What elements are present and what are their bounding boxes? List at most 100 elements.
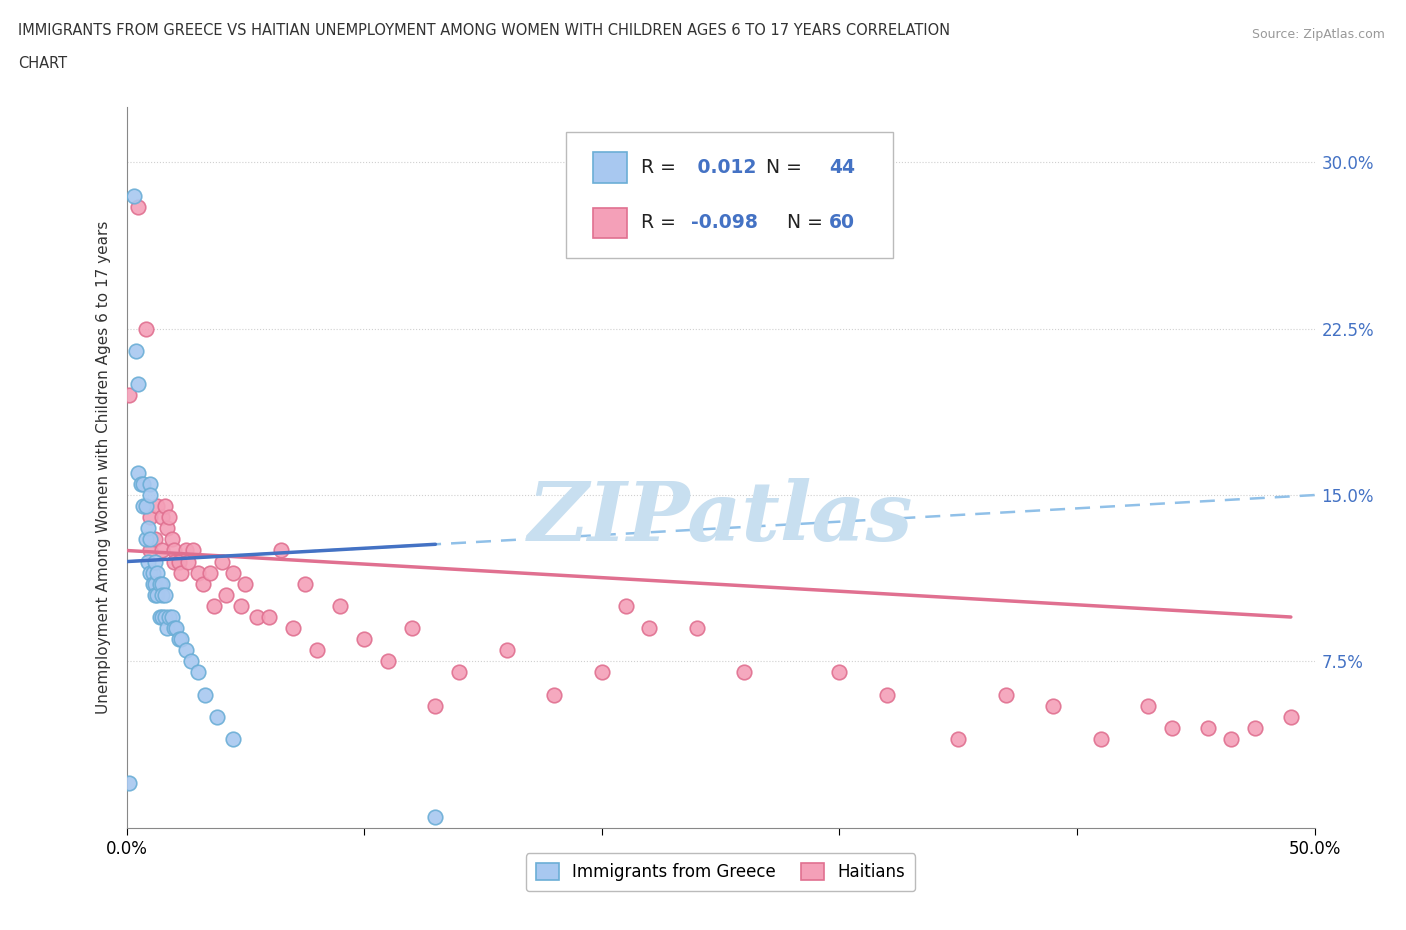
Point bbox=[205, 710, 228, 724]
Point bbox=[122, 188, 145, 203]
Point bbox=[157, 510, 180, 525]
Text: 0.012: 0.012 bbox=[690, 158, 756, 177]
Point bbox=[132, 498, 155, 513]
Point bbox=[1244, 721, 1267, 736]
Point bbox=[127, 465, 149, 480]
Point bbox=[165, 620, 187, 635]
Text: 44: 44 bbox=[828, 158, 855, 177]
Point bbox=[150, 609, 173, 624]
Point bbox=[329, 599, 352, 614]
Point bbox=[163, 554, 186, 569]
Point bbox=[198, 565, 221, 580]
Point bbox=[377, 654, 399, 669]
Point bbox=[150, 577, 173, 591]
Point bbox=[143, 577, 166, 591]
Text: ZIPatlas: ZIPatlas bbox=[527, 478, 914, 558]
Point bbox=[425, 809, 447, 824]
Point bbox=[246, 609, 269, 624]
Point bbox=[127, 199, 149, 214]
Point bbox=[143, 588, 166, 603]
Point bbox=[153, 498, 176, 513]
Point bbox=[174, 543, 197, 558]
Point bbox=[150, 510, 173, 525]
Point bbox=[135, 532, 157, 547]
Point bbox=[170, 631, 193, 646]
Point bbox=[118, 388, 141, 403]
Point bbox=[215, 588, 238, 603]
Point bbox=[1220, 732, 1243, 747]
Point bbox=[125, 343, 148, 358]
Point bbox=[129, 476, 152, 491]
Legend: Immigrants from Greece, Haitians: Immigrants from Greece, Haitians bbox=[526, 854, 915, 892]
Point bbox=[543, 687, 565, 702]
Point bbox=[136, 521, 159, 536]
Point bbox=[139, 532, 162, 547]
Point bbox=[181, 543, 204, 558]
Point bbox=[146, 498, 169, 513]
Point bbox=[828, 665, 851, 680]
Point bbox=[733, 665, 755, 680]
Point bbox=[167, 554, 190, 569]
Text: R =: R = bbox=[641, 158, 682, 177]
Point bbox=[177, 554, 200, 569]
Point bbox=[305, 643, 328, 658]
Text: R =: R = bbox=[641, 214, 682, 232]
Point bbox=[135, 321, 157, 336]
Point bbox=[139, 565, 162, 580]
Point bbox=[143, 554, 166, 569]
Text: 60: 60 bbox=[828, 214, 855, 232]
Text: Source: ZipAtlas.com: Source: ZipAtlas.com bbox=[1251, 28, 1385, 41]
Point bbox=[149, 609, 172, 624]
Point bbox=[1197, 721, 1219, 736]
Y-axis label: Unemployment Among Women with Children Ages 6 to 17 years: Unemployment Among Women with Children A… bbox=[96, 220, 111, 714]
Point bbox=[142, 577, 165, 591]
Point bbox=[142, 565, 165, 580]
Point bbox=[146, 565, 169, 580]
FancyBboxPatch shape bbox=[593, 153, 627, 182]
Point bbox=[281, 620, 304, 635]
Point bbox=[211, 554, 233, 569]
Point bbox=[139, 487, 162, 502]
Point bbox=[167, 631, 190, 646]
Point bbox=[157, 609, 180, 624]
Point bbox=[948, 732, 970, 747]
Point bbox=[150, 543, 173, 558]
Point bbox=[156, 620, 179, 635]
Point bbox=[149, 577, 172, 591]
Point bbox=[187, 565, 209, 580]
Point bbox=[233, 577, 257, 591]
Text: N =: N = bbox=[775, 214, 830, 232]
FancyBboxPatch shape bbox=[567, 132, 893, 259]
Point bbox=[118, 776, 141, 790]
Point bbox=[139, 510, 162, 525]
Point bbox=[163, 543, 186, 558]
Point bbox=[614, 599, 637, 614]
Point bbox=[1042, 698, 1064, 713]
Point bbox=[143, 532, 166, 547]
Point bbox=[686, 620, 709, 635]
Point bbox=[146, 588, 169, 603]
Point bbox=[270, 543, 292, 558]
Text: IMMIGRANTS FROM GREECE VS HAITIAN UNEMPLOYMENT AMONG WOMEN WITH CHILDREN AGES 6 : IMMIGRANTS FROM GREECE VS HAITIAN UNEMPL… bbox=[18, 23, 950, 38]
Point bbox=[294, 577, 316, 591]
Text: N =: N = bbox=[754, 158, 807, 177]
Point bbox=[495, 643, 517, 658]
Point bbox=[180, 654, 202, 669]
FancyBboxPatch shape bbox=[593, 208, 627, 238]
Point bbox=[204, 599, 226, 614]
Point bbox=[160, 609, 183, 624]
Text: -0.098: -0.098 bbox=[690, 214, 758, 232]
Point bbox=[1161, 721, 1184, 736]
Point bbox=[170, 565, 193, 580]
Point bbox=[191, 577, 214, 591]
Point bbox=[187, 665, 209, 680]
Point bbox=[257, 609, 280, 624]
Point bbox=[994, 687, 1017, 702]
Point bbox=[229, 599, 252, 614]
Point bbox=[136, 554, 159, 569]
Point bbox=[1279, 710, 1302, 724]
Point bbox=[876, 687, 898, 702]
Point bbox=[353, 631, 375, 646]
Point bbox=[153, 609, 176, 624]
Point bbox=[139, 543, 162, 558]
